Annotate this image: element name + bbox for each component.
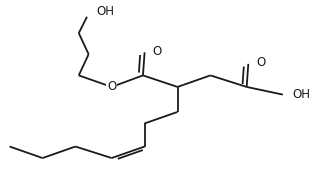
Text: O: O — [153, 45, 162, 58]
Text: O: O — [257, 56, 266, 69]
Text: O: O — [107, 80, 116, 93]
Text: OH: OH — [97, 5, 115, 19]
Text: OH: OH — [293, 88, 311, 101]
